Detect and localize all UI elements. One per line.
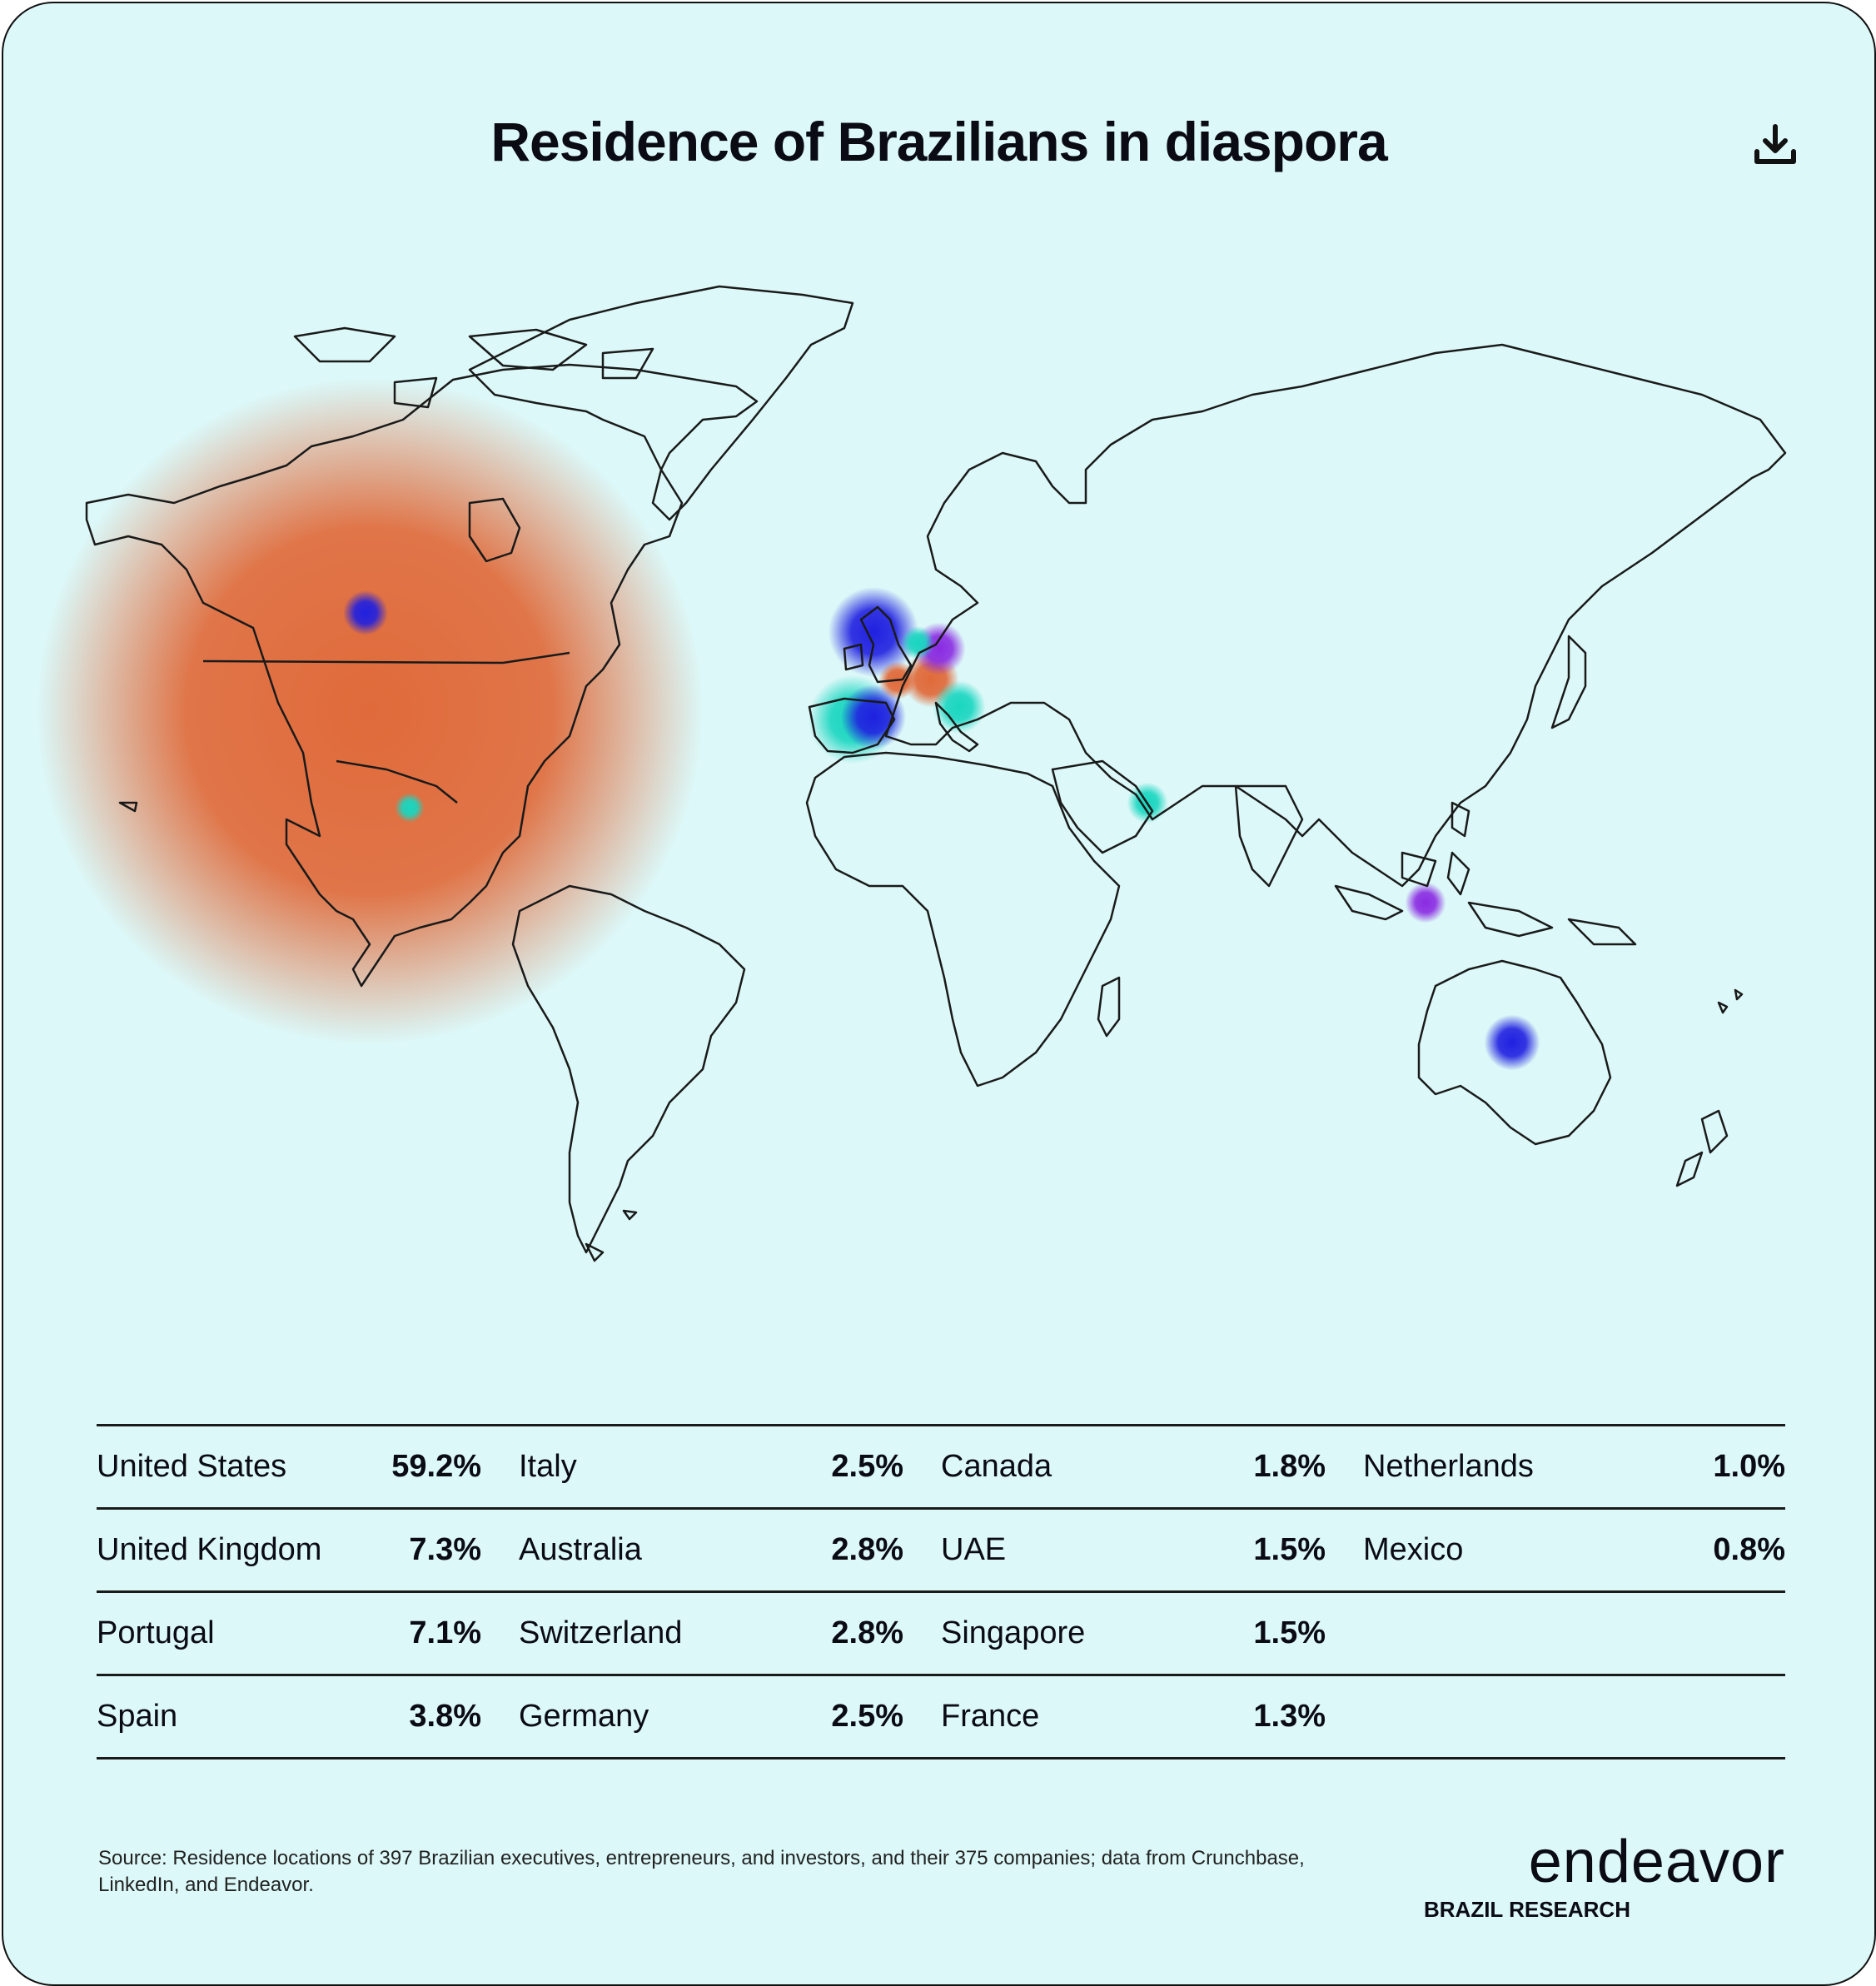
iberia-outline [808, 697, 896, 754]
table-cell: Italy 2.5% [519, 1449, 941, 1485]
logo-subtitle: BRAZIL RESEARCH [1424, 1897, 1630, 1922]
bubble-canada [343, 590, 388, 635]
country-share: 1.3% [1253, 1699, 1326, 1734]
new-zealand-outline [1675, 1109, 1729, 1187]
country-share: 1.5% [1253, 1615, 1326, 1650]
country-share: 1.5% [1253, 1532, 1326, 1567]
country-name: Canada [941, 1449, 1052, 1484]
greenland-outline [468, 285, 854, 521]
country-share-table: United States 59.2% Italy 2.5% Canada 1.8% … [97, 1424, 1785, 1760]
arabia-outline [1051, 759, 1154, 854]
table-cell: Switzerland 2.8% [519, 1615, 941, 1651]
country-share: 7.1% [409, 1615, 481, 1650]
india-outline [1234, 784, 1304, 888]
country-name: Germany [519, 1699, 649, 1734]
table-cell: France 1.3% [941, 1699, 1363, 1735]
table-cell: United States 59.2% [97, 1449, 519, 1485]
country-share: 1.8% [1253, 1449, 1326, 1484]
table-cell: UAE 1.5% [941, 1532, 1363, 1568]
country-share: 2.8% [831, 1615, 903, 1650]
table-row: United States 59.2% Italy 2.5% Canada 1.8% … [97, 1424, 1785, 1507]
bubble-mexico [395, 793, 425, 823]
country-name: Mexico [1363, 1532, 1464, 1567]
logo-wordmark: endeavor [1528, 1829, 1785, 1895]
table-cell: Germany 2.5% [519, 1699, 941, 1735]
africa-outline [805, 751, 1121, 1088]
download-icon [1754, 124, 1796, 164]
south-america-outline [511, 884, 746, 1254]
source-note: Source: Residence locations of 397 Brazi… [98, 1847, 1305, 1896]
table-cell: Australia 2.8% [519, 1532, 941, 1568]
table-cell: Netherlands 1.0% [1363, 1449, 1785, 1485]
japan-outline [1550, 635, 1587, 729]
bubble-united-kingdom [828, 586, 919, 678]
australia-outline [1417, 959, 1612, 1146]
bubble-united-states [37, 378, 703, 1044]
country-name: Singapore [941, 1615, 1086, 1650]
table-cell: Portugal 7.1% [97, 1615, 519, 1651]
endeavor-logo: endeavor BRAZIL RESEARCH [1411, 1832, 1785, 1923]
table-cell: Mexico 0.8% [1363, 1532, 1785, 1568]
country-share: 2.5% [831, 1449, 903, 1484]
table-cell: United Kingdom 7.3% [97, 1532, 519, 1568]
us-canada-border [202, 651, 570, 664]
table-row: United Kingdom 7.3% Australia 2.8% UAE 1.5%… [97, 1507, 1785, 1590]
bubble-singapore [1405, 882, 1446, 923]
country-share: 59.2% [391, 1449, 481, 1484]
country-name: UAE [941, 1532, 1007, 1567]
table-cell: Singapore 1.5% [941, 1615, 1363, 1651]
country-share: 1.0% [1713, 1449, 1785, 1484]
world-map [37, 285, 1787, 1262]
table-row: Spain 3.8% Germany 2.5% France 1.3% [97, 1674, 1785, 1760]
italy-outline [934, 701, 979, 753]
uk-outline [843, 605, 913, 684]
country-name: Spain [97, 1699, 178, 1734]
country-name: Australia [519, 1532, 642, 1567]
country-name: United States [97, 1449, 287, 1484]
country-name: Italy [519, 1449, 577, 1484]
madagascar-outline [1097, 976, 1121, 1038]
country-share: 3.8% [409, 1699, 481, 1734]
bubble-australia [1484, 1014, 1540, 1071]
country-name: Netherlands [1363, 1449, 1534, 1484]
country-share: 2.8% [831, 1532, 903, 1567]
eurasia-outline [884, 343, 1787, 888]
us-mexico-border [336, 759, 458, 804]
country-share: 2.5% [831, 1699, 903, 1734]
page-title: Residence of Brazilians in diaspora [490, 111, 1387, 172]
table-cell: Canada 1.8% [941, 1449, 1363, 1485]
download-button[interactable] [1750, 120, 1800, 170]
country-share: 7.3% [409, 1532, 481, 1567]
bubble-netherlands [901, 626, 934, 660]
north-america-outline [85, 363, 759, 988]
table-cell: Spain 3.8% [97, 1699, 519, 1735]
country-name: Switzerland [519, 1615, 683, 1650]
country-name: France [941, 1699, 1040, 1734]
country-share: 0.8% [1713, 1532, 1785, 1567]
country-name: Portugal [97, 1615, 215, 1650]
table-row: Portugal 7.1% Switzerland 2.8% Singapore 1.… [97, 1590, 1785, 1674]
country-name: United Kingdom [97, 1532, 322, 1567]
